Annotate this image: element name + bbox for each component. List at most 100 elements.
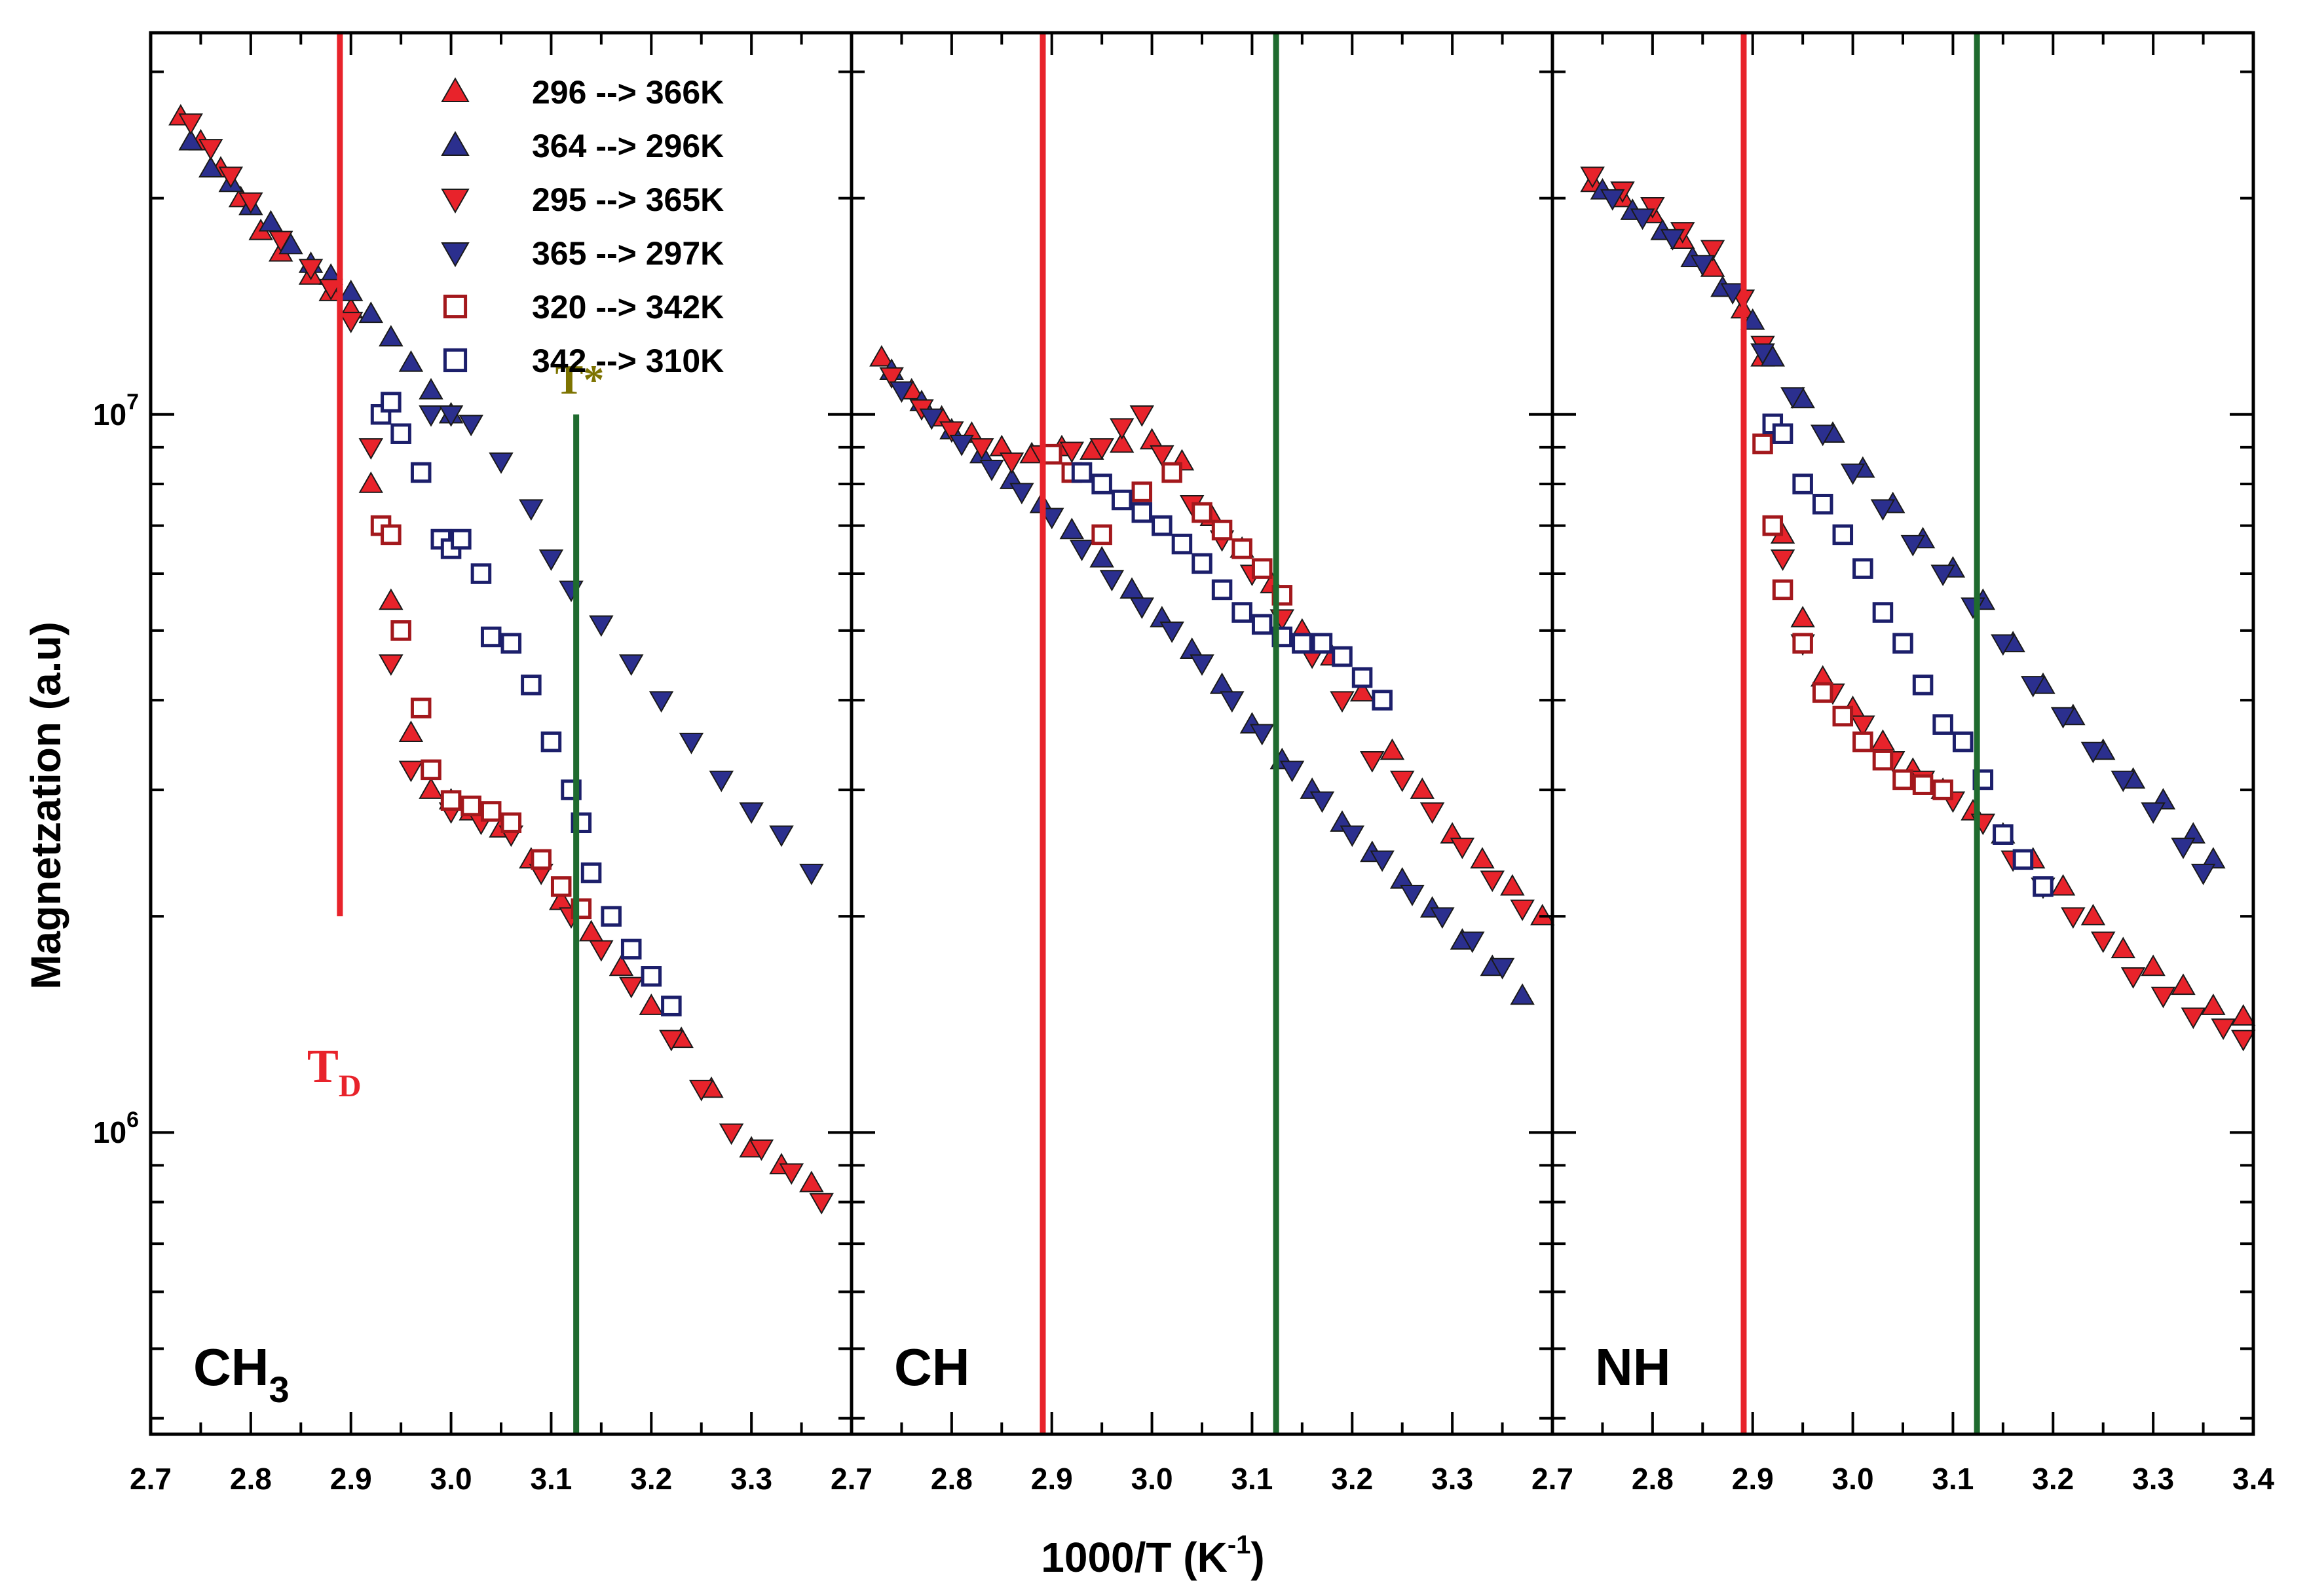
panel-1-frame — [850, 31, 1554, 1436]
panel-2-series-4-point-3 — [1792, 633, 1813, 654]
panel-0-series-3-point-1 — [438, 405, 464, 427]
panel-1-series-5-point-11 — [1292, 633, 1313, 654]
panel-0-xtick-label-5: 3.2 — [630, 1462, 672, 1496]
panel-0-series-1-point-0 — [178, 128, 203, 151]
panel-0-name-main: CH — [193, 1338, 269, 1396]
panel-2-series-2-point-10 — [1850, 715, 1875, 737]
panel-1-series-3-point-19 — [1459, 931, 1485, 954]
panel-1-series-2-point-22 — [1510, 899, 1535, 921]
panel-0-series-0-point-9 — [358, 472, 384, 493]
panel-2-series-3-point-0 — [1600, 189, 1625, 211]
panel-2-series-3-point-11 — [1930, 565, 1955, 587]
panel-1-series-3-point-11 — [1220, 691, 1245, 713]
panel-0-series-0-point-18 — [578, 919, 604, 942]
x-axis-title-main: 1000/T (K — [1041, 1534, 1228, 1581]
panel-2-series-3-point-5 — [1750, 343, 1775, 365]
panel-1-series-3-point-7 — [1099, 570, 1125, 592]
panel-1-series-4-point-4 — [1161, 462, 1182, 483]
panel-0-series-2-point-0 — [178, 113, 203, 136]
panel-1-series-3-point-4 — [1009, 483, 1034, 505]
panel-1-series-0-point-16 — [1349, 680, 1375, 702]
panel-2-series-1-point-21 — [2201, 847, 2226, 869]
panel-2-series-0-point-11 — [1870, 729, 1896, 751]
ytick-label-1-exp: 7 — [126, 390, 139, 415]
legend-marker-1 — [441, 130, 470, 156]
panel-1-name-main: CH — [894, 1338, 970, 1396]
panel-1-series-2-point-9 — [1129, 405, 1155, 427]
panel-0-series-5-point-7 — [470, 563, 492, 584]
panel-1-series-5-point-4 — [1152, 515, 1173, 536]
panel-2-series-0-point-8 — [1790, 606, 1815, 627]
panel-0-series-2-point-5 — [298, 259, 324, 280]
panel-0-series-5-point-2 — [390, 423, 411, 444]
panel-0-series-2-point-16 — [589, 940, 614, 962]
x-axis-title-end: ) — [1250, 1534, 1264, 1581]
panel-0-series-4-point-7 — [480, 801, 502, 822]
panel-2-series-2-point-18 — [2090, 931, 2116, 954]
panel-1-series-3-point-6 — [1069, 540, 1095, 561]
panel-2-series-4-point-5 — [1832, 705, 1854, 727]
panel-0-series-3-point-8 — [618, 654, 644, 677]
panel-2-series-5-point-8 — [1912, 675, 1934, 696]
panel-1-xtick-label-4: 3.1 — [1231, 1462, 1273, 1496]
panel-1-series-4-point-6 — [1211, 519, 1233, 541]
panel-2-series-2-point-0 — [1580, 166, 1605, 189]
panel-1-series-3-point-3 — [979, 460, 1004, 481]
panel-2-series-3-point-6 — [1780, 387, 1805, 409]
panel-0-series-1-point-11 — [398, 350, 424, 372]
legend-label-0: 296 --> 366K — [532, 74, 724, 111]
panel-1-series-4-point-3 — [1131, 481, 1153, 502]
panel-0-xtick-label-2: 2.9 — [330, 1462, 372, 1496]
panel-1-series-3-point-2 — [949, 434, 974, 456]
panel-2-series-3-point-16 — [2080, 741, 2106, 764]
panel-2-frame — [1550, 31, 2255, 1436]
panel-1-series-2 — [879, 367, 1535, 921]
panel-1-series-5 — [1071, 462, 1393, 711]
panel-0-series-4-point-6 — [460, 795, 481, 817]
ytick-label-1: 107 — [93, 390, 139, 432]
panel-0-series-2-point-6 — [318, 278, 343, 301]
panel-1-series-3-point-13 — [1279, 760, 1305, 783]
panel-0-series-3-point-2 — [459, 415, 483, 437]
ytick-label-1-base: 10 — [93, 398, 126, 432]
panel-2-series-4-point-8 — [1892, 769, 1913, 790]
panel-2-series-2-point-20 — [2150, 986, 2176, 1009]
panel-2-series-0 — [1580, 170, 2256, 1026]
panel-1-series-3-point-0 — [889, 381, 914, 403]
panel-0-series-3-point-5 — [538, 549, 564, 571]
panel-2-series-3-point-9 — [1870, 499, 1896, 521]
panel-1-series-0-point-20 — [1470, 847, 1495, 869]
panel-0-series-0 — [168, 103, 824, 1193]
panel-2-xtick-label-7: 3.4 — [2232, 1462, 2274, 1496]
panel-1-series-2-point-4 — [999, 452, 1024, 474]
panel-1-xtick-label-1: 2.8 — [931, 1462, 973, 1496]
panel-0-series-3-point-3 — [489, 452, 514, 474]
panel-2-series-3-point-14 — [2020, 676, 2046, 697]
panel-2-xtick-label-1: 2.8 — [1632, 1462, 1674, 1496]
panel-1-series-0-point-22 — [1530, 904, 1555, 925]
panel-0-series-5-point-3 — [410, 462, 432, 483]
panel-1-series-3-point-17 — [1400, 884, 1425, 906]
panel-0-series-4-point-4 — [421, 759, 441, 781]
panel-2-series-3 — [1600, 189, 2216, 885]
panel-0-series-1-point-8 — [338, 280, 364, 301]
x-axis-title: 1000/T (K-1) — [1041, 1531, 1264, 1581]
panel-1-series-3-point-9 — [1159, 622, 1184, 643]
panel-2-series-0-point-18 — [2080, 904, 2106, 925]
panel-0-name-sub: 3 — [269, 1369, 290, 1410]
panel-2-series-1-point-5 — [1740, 308, 1765, 330]
panel-1-series-3-point-15 — [1340, 825, 1365, 847]
panel-2-series-4-point-7 — [1872, 749, 1894, 771]
chart-text: Magnetzation (a.u) 1000/T (K-1) 2.7 2.8 2.… — [22, 356, 2274, 1581]
panel-1-series-5-point-14 — [1351, 667, 1373, 688]
panel-2-series-3-point-8 — [1840, 463, 1866, 485]
panel-2-series-3-point-4 — [1720, 283, 1745, 305]
legend-label-1: 364 --> 296K — [532, 128, 724, 164]
panel-1-series-2-point-6 — [1059, 441, 1085, 464]
panel-2-series-2-point-19 — [2120, 967, 2146, 989]
panel-2-series-3-point-13 — [1991, 634, 2016, 656]
panel-0-series-5-point-16 — [620, 938, 642, 960]
panel-0-series-0-point-25 — [799, 1170, 824, 1193]
panel-2-series-5 — [1762, 413, 2054, 897]
